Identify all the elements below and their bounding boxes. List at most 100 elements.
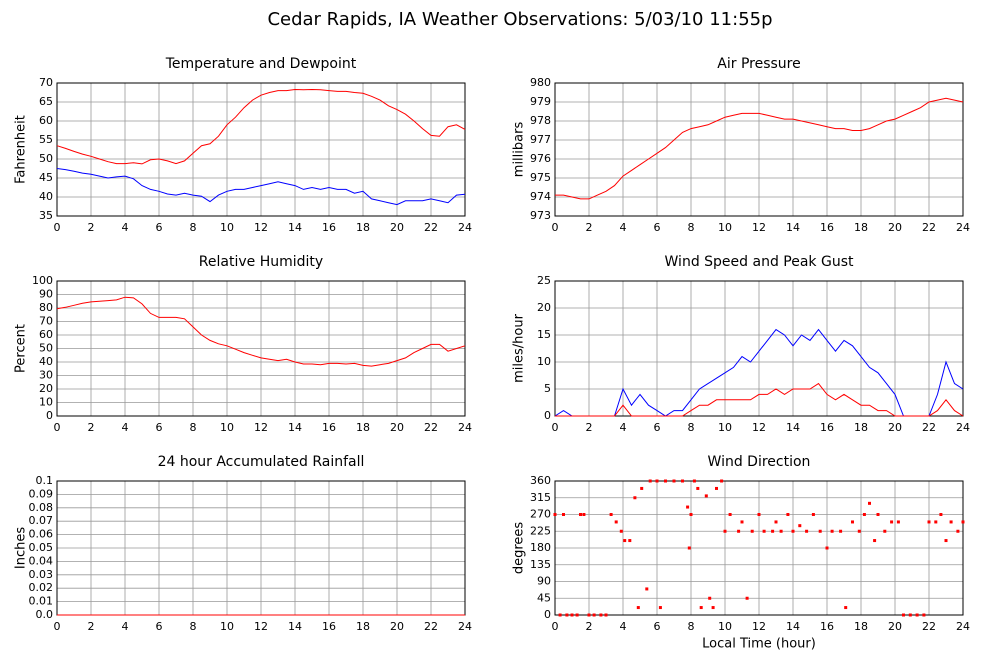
plot-frame [554, 280, 964, 417]
x-tick-label: 22 [424, 421, 438, 434]
data-point [604, 613, 608, 617]
data-point [830, 529, 834, 533]
data-point [805, 529, 809, 533]
x-tick-label: 8 [190, 620, 197, 633]
data-point [592, 613, 596, 617]
x-tick-label: 18 [356, 221, 370, 234]
y-tick-label: 978 [530, 114, 551, 127]
data-point [818, 529, 822, 533]
x-tick-label: 24 [956, 421, 970, 434]
data-point [696, 486, 700, 490]
data-point [750, 529, 754, 533]
x-tick-label: 0 [552, 221, 559, 234]
x-tick-label: 2 [586, 620, 593, 633]
x-tick-label: 10 [718, 421, 732, 434]
x-tick-label: 12 [254, 421, 268, 434]
data-point [956, 529, 960, 533]
x-tick-label: 14 [288, 620, 302, 633]
y-tick-label: 90 [39, 288, 53, 301]
x-tick-label: 8 [688, 421, 695, 434]
x-tick-label: 12 [254, 221, 268, 234]
data-point [961, 520, 965, 524]
y-axis-label: Percent [14, 324, 29, 373]
y-tick-label: 975 [530, 171, 551, 184]
data-point [934, 520, 938, 524]
x-tick-label: 18 [854, 620, 868, 633]
data-point [636, 606, 640, 610]
x-tick-label: 20 [390, 620, 404, 633]
x-tick-label: 12 [752, 221, 766, 234]
data-point [582, 513, 586, 516]
x-tick-label: 2 [88, 620, 95, 633]
y-tick-label: 979 [530, 95, 551, 108]
y-tick-label: 0.08 [29, 501, 54, 514]
y-axis-label: degrees [512, 522, 527, 575]
x-tick-label: 16 [322, 221, 336, 234]
page-title: Cedar Rapids, IA Weather Observations: 5… [267, 9, 772, 30]
y-axis-label: Inches [14, 527, 29, 569]
data-point [762, 529, 766, 533]
data-point [565, 613, 569, 617]
data-point [645, 587, 649, 591]
data-point [711, 606, 715, 610]
data-point [672, 479, 676, 483]
x-tick-label: 6 [654, 421, 661, 434]
x-tick-label: 14 [288, 421, 302, 434]
x-tick-label: 14 [786, 421, 800, 434]
data-point [728, 513, 732, 516]
x-tick-label: 0 [552, 421, 559, 434]
plot-frame [56, 82, 466, 217]
x-tick-label: 22 [424, 221, 438, 234]
data-point [623, 539, 627, 543]
y-tick-label: 0.09 [29, 487, 54, 500]
x-tick-label: 10 [220, 221, 234, 234]
x-tick-label: 10 [718, 221, 732, 234]
data-point [614, 520, 618, 524]
data-point [619, 529, 623, 533]
data-point [825, 546, 829, 550]
y-tick-label: 976 [530, 152, 551, 165]
data-point [798, 524, 802, 528]
y-tick-label: 977 [530, 133, 551, 146]
data-point [692, 479, 696, 483]
x-tick-label: 4 [122, 221, 129, 234]
data-point [628, 539, 632, 543]
data-line [56, 168, 466, 206]
data-point [658, 606, 662, 610]
x-tick-label: 24 [956, 221, 970, 234]
x-tick-label: 4 [620, 620, 627, 633]
x-tick-label: 22 [922, 620, 936, 633]
y-tick-label: 55 [39, 133, 53, 146]
data-point [633, 496, 637, 500]
x-tick-label: 20 [390, 421, 404, 434]
x-tick-label: 20 [888, 221, 902, 234]
data-point [575, 613, 579, 617]
data-point [939, 513, 943, 516]
y-tick-label: 360 [530, 474, 551, 487]
x-axis-label: Local Time (hour) [702, 637, 816, 652]
x-tick-label: 4 [620, 221, 627, 234]
data-point [562, 513, 565, 516]
data-point [737, 529, 741, 533]
data-point [720, 479, 724, 483]
data-point [949, 520, 953, 524]
data-point [857, 529, 861, 533]
plot-frame [56, 280, 466, 417]
x-tick-label: 12 [254, 620, 268, 633]
y-axis-label: millibars [512, 122, 527, 178]
x-tick-label: 24 [458, 221, 472, 234]
y-axis-label: miles/hour [512, 313, 527, 382]
data-point [915, 613, 919, 617]
x-tick-label: 8 [688, 221, 695, 234]
data-point [873, 539, 877, 543]
x-tick-label: 8 [190, 421, 197, 434]
data-point [774, 520, 778, 524]
y-tick-label: 30 [39, 369, 53, 382]
data-point [599, 613, 603, 617]
y-tick-label: 25 [537, 274, 551, 287]
x-tick-label: 16 [820, 221, 834, 234]
data-line [555, 97, 964, 200]
data-point [811, 513, 815, 516]
data-point [944, 539, 948, 543]
data-point [908, 613, 912, 617]
